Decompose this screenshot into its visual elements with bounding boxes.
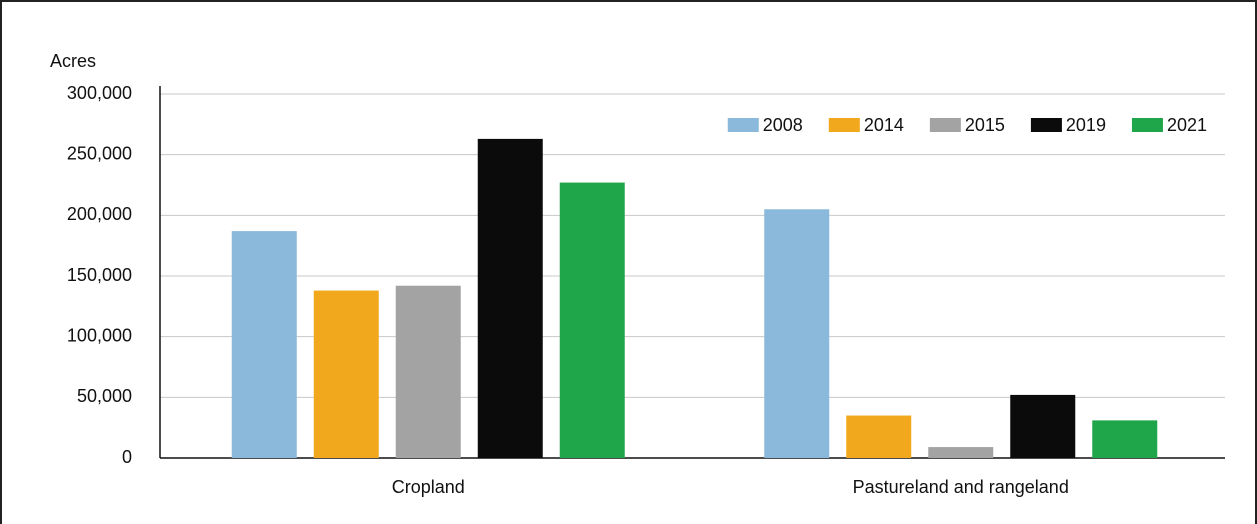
y-axis-label: Acres: [50, 51, 96, 71]
legend-label: 2014: [864, 115, 904, 135]
bar: [477, 138, 543, 459]
bar: [1010, 394, 1076, 458]
legend-label: 2015: [965, 115, 1005, 135]
legend-swatch: [1030, 118, 1062, 132]
y-tick-label: 0: [122, 447, 132, 467]
legend-label: 2021: [1167, 115, 1207, 135]
legend-swatch: [828, 118, 860, 132]
legend-label: 2008: [763, 115, 803, 135]
legend-label: 2019: [1066, 115, 1106, 135]
bar: [764, 209, 830, 458]
y-tick-label: 200,000: [67, 204, 132, 224]
y-tick-label: 50,000: [77, 386, 132, 406]
bar: [313, 290, 379, 458]
y-tick-label: 250,000: [67, 143, 132, 163]
y-tick-label: 300,000: [67, 83, 132, 103]
bar: [846, 415, 912, 458]
bar: [1092, 420, 1158, 458]
y-tick-label: 100,000: [67, 325, 132, 345]
bar: [395, 285, 461, 458]
legend-swatch: [1131, 118, 1163, 132]
bar: [928, 447, 994, 458]
y-tick-label: 150,000: [67, 265, 132, 285]
legend-swatch: [727, 118, 759, 132]
x-tick-label: Cropland: [392, 477, 465, 497]
bar: [231, 231, 297, 458]
bar: [559, 182, 625, 458]
legend-swatch: [929, 118, 961, 132]
x-tick-label: Pastureland and rangeland: [853, 477, 1069, 497]
